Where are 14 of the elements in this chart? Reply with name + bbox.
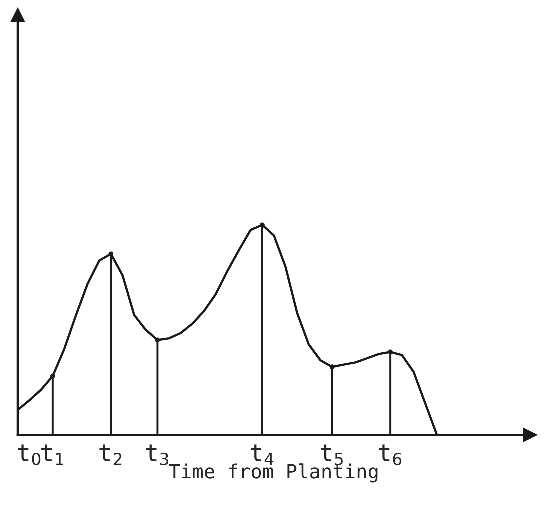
point [50,374,56,379]
x-tick-label: t$_{0}$ [18,444,41,466]
x-axis-title: Time from Planting [169,464,378,483]
point [330,364,335,370]
x-tick-label: t$_{2}$ [100,444,122,466]
x-tick-label: t$_{6}$ [379,444,402,466]
x-tick-label: t$_{3}$ [146,444,168,466]
point [260,222,265,228]
point [155,338,160,343]
point [108,252,114,257]
point [388,350,393,355]
x-tick-label: t$_{1}$ [42,444,64,466]
x-tick-label: t$_{4}$ [251,444,274,466]
x-tick-label: t$_{5}$ [320,444,343,466]
